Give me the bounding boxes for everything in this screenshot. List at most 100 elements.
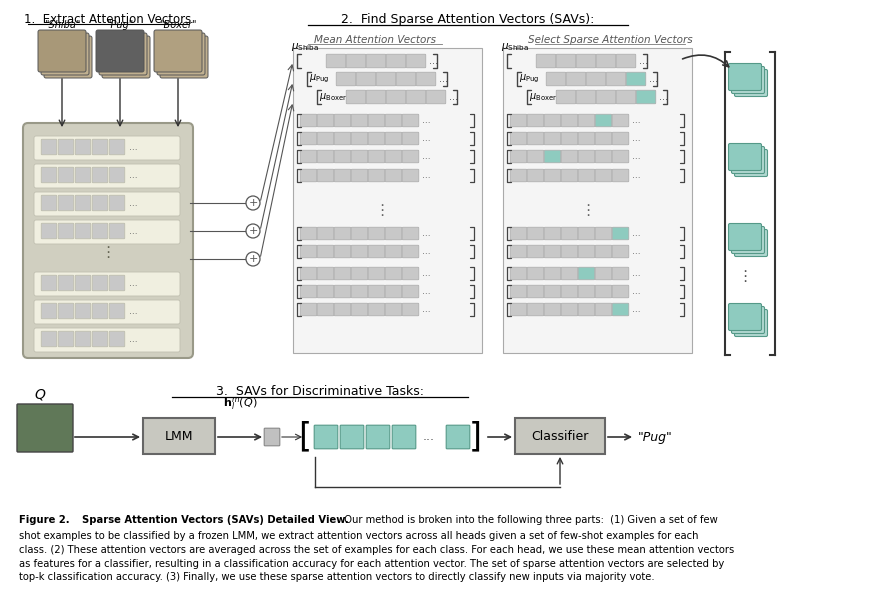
FancyBboxPatch shape <box>594 150 611 163</box>
FancyBboxPatch shape <box>612 150 628 163</box>
Text: ⋮: ⋮ <box>580 202 594 217</box>
Text: "Pug": "Pug" <box>637 430 672 444</box>
FancyBboxPatch shape <box>527 227 543 240</box>
Text: ...: ... <box>421 269 430 278</box>
FancyBboxPatch shape <box>300 169 316 182</box>
FancyBboxPatch shape <box>351 114 368 127</box>
FancyBboxPatch shape <box>612 132 628 145</box>
FancyBboxPatch shape <box>578 132 594 145</box>
FancyBboxPatch shape <box>509 285 527 298</box>
FancyBboxPatch shape <box>351 169 368 182</box>
FancyBboxPatch shape <box>58 167 74 183</box>
Text: +: + <box>248 226 257 236</box>
FancyBboxPatch shape <box>566 72 585 86</box>
FancyBboxPatch shape <box>41 139 56 155</box>
FancyBboxPatch shape <box>351 267 368 280</box>
Text: ...: ... <box>631 305 640 314</box>
FancyBboxPatch shape <box>41 275 56 291</box>
Circle shape <box>246 224 260 238</box>
FancyBboxPatch shape <box>334 132 350 145</box>
FancyBboxPatch shape <box>58 275 74 291</box>
FancyBboxPatch shape <box>317 150 334 163</box>
FancyBboxPatch shape <box>334 227 350 240</box>
FancyBboxPatch shape <box>392 425 415 449</box>
Text: ...: ... <box>421 247 430 256</box>
FancyBboxPatch shape <box>385 227 401 240</box>
Text: ...: ... <box>428 56 437 66</box>
FancyBboxPatch shape <box>351 150 368 163</box>
FancyBboxPatch shape <box>612 227 628 240</box>
Text: $\mu_{\rm Shiba}$: $\mu_{\rm Shiba}$ <box>501 41 528 53</box>
FancyBboxPatch shape <box>34 164 180 188</box>
FancyBboxPatch shape <box>544 267 561 280</box>
FancyBboxPatch shape <box>731 306 764 334</box>
Text: ...: ... <box>129 226 137 235</box>
FancyBboxPatch shape <box>727 223 760 251</box>
FancyBboxPatch shape <box>334 245 350 258</box>
FancyBboxPatch shape <box>334 114 350 127</box>
FancyBboxPatch shape <box>578 245 594 258</box>
FancyBboxPatch shape <box>385 132 401 145</box>
Text: ...: ... <box>421 287 430 296</box>
FancyBboxPatch shape <box>578 267 594 280</box>
Text: ...: ... <box>631 269 640 278</box>
Text: ...: ... <box>631 152 640 161</box>
FancyBboxPatch shape <box>612 267 628 280</box>
FancyBboxPatch shape <box>300 245 316 258</box>
Text: ...: ... <box>631 287 640 296</box>
Text: +: + <box>248 254 257 264</box>
FancyBboxPatch shape <box>594 267 611 280</box>
FancyBboxPatch shape <box>99 33 147 75</box>
Text: "Shiba": "Shiba" <box>43 20 80 30</box>
Text: Figure 2.: Figure 2. <box>19 515 76 525</box>
FancyBboxPatch shape <box>58 139 74 155</box>
FancyBboxPatch shape <box>385 114 401 127</box>
FancyBboxPatch shape <box>594 132 611 145</box>
FancyBboxPatch shape <box>401 227 418 240</box>
FancyBboxPatch shape <box>561 169 577 182</box>
Text: Our method is broken into the following three parts:  (1) Given a set of few: Our method is broken into the following … <box>338 515 717 525</box>
FancyBboxPatch shape <box>41 331 56 347</box>
FancyBboxPatch shape <box>23 123 193 358</box>
FancyBboxPatch shape <box>264 428 280 446</box>
FancyBboxPatch shape <box>346 54 365 68</box>
FancyBboxPatch shape <box>58 223 74 239</box>
Text: ...: ... <box>421 305 430 314</box>
FancyBboxPatch shape <box>317 267 334 280</box>
FancyBboxPatch shape <box>58 303 74 319</box>
FancyBboxPatch shape <box>606 72 625 86</box>
FancyBboxPatch shape <box>300 132 316 145</box>
FancyBboxPatch shape <box>401 245 418 258</box>
FancyBboxPatch shape <box>92 195 108 211</box>
FancyBboxPatch shape <box>727 303 760 331</box>
FancyBboxPatch shape <box>575 54 595 68</box>
FancyBboxPatch shape <box>595 90 615 104</box>
FancyBboxPatch shape <box>385 150 401 163</box>
Text: ...: ... <box>439 74 448 84</box>
FancyBboxPatch shape <box>368 267 384 280</box>
FancyBboxPatch shape <box>509 169 527 182</box>
FancyBboxPatch shape <box>612 303 628 316</box>
FancyBboxPatch shape <box>75 223 90 239</box>
FancyBboxPatch shape <box>544 285 561 298</box>
FancyBboxPatch shape <box>544 245 561 258</box>
Text: Mean Attention Vectors: Mean Attention Vectors <box>314 35 435 45</box>
FancyBboxPatch shape <box>34 192 180 216</box>
Text: LMM: LMM <box>164 429 193 442</box>
Text: ...: ... <box>129 278 137 288</box>
Text: 2.  Find Sparse Attention Vectors (SAVs):: 2. Find Sparse Attention Vectors (SAVs): <box>341 13 594 26</box>
FancyBboxPatch shape <box>92 167 108 183</box>
FancyBboxPatch shape <box>733 229 766 257</box>
FancyBboxPatch shape <box>731 146 764 174</box>
Text: ...: ... <box>129 171 137 180</box>
FancyBboxPatch shape <box>334 169 350 182</box>
FancyBboxPatch shape <box>401 285 418 298</box>
FancyBboxPatch shape <box>351 227 368 240</box>
Text: ]: ] <box>468 420 481 454</box>
FancyBboxPatch shape <box>595 54 615 68</box>
Text: ...: ... <box>631 171 640 180</box>
FancyBboxPatch shape <box>58 331 74 347</box>
Text: ...: ... <box>421 116 430 125</box>
Text: ...: ... <box>658 92 667 102</box>
FancyBboxPatch shape <box>544 132 561 145</box>
